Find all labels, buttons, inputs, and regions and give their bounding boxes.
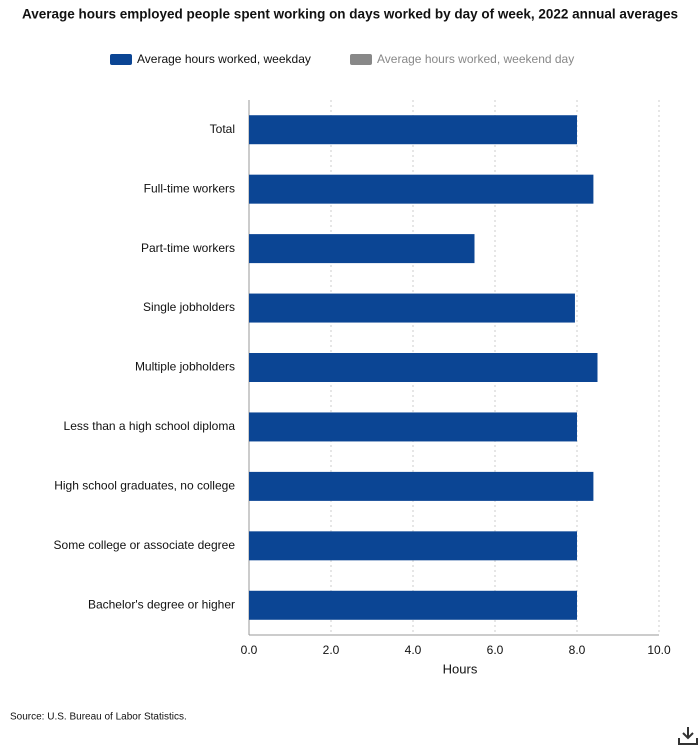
x-tick-label: 10.0 <box>647 643 671 657</box>
bar <box>249 353 598 382</box>
x-axis-label: Hours <box>443 661 478 676</box>
bar <box>249 531 577 561</box>
y-tick-label: Single jobholders <box>143 300 235 314</box>
bar <box>249 412 577 442</box>
x-tick-label: 6.0 <box>487 643 504 657</box>
download-icon[interactable] <box>678 727 698 745</box>
x-tick-label: 0.0 <box>241 643 258 657</box>
legend-swatch[interactable] <box>110 54 132 65</box>
bar <box>249 471 594 501</box>
y-tick-label: Some college or associate degree <box>54 538 236 552</box>
legend-label[interactable]: Average hours worked, weekday <box>137 52 311 66</box>
y-tick-label: Multiple jobholders <box>135 360 235 374</box>
bar <box>249 174 594 204</box>
bar <box>249 115 577 145</box>
x-tick-label: 4.0 <box>405 643 422 657</box>
y-tick-label: Less than a high school diploma <box>64 419 236 433</box>
chart-title: Average hours employed people spent work… <box>22 7 678 22</box>
bar <box>249 590 577 620</box>
y-tick-label: Bachelor's degree or higher <box>88 597 235 611</box>
legend-swatch[interactable] <box>350 54 372 65</box>
bar <box>249 234 475 264</box>
source: Source: U.S. Bureau of Labor Statistics. <box>10 712 187 723</box>
x-tick-label: 8.0 <box>569 643 586 657</box>
x-tick-label: 2.0 <box>323 643 340 657</box>
legend-label[interactable]: Average hours worked, weekend day <box>377 52 574 66</box>
bar <box>249 293 575 323</box>
y-tick-label: Full-time workers <box>144 181 235 195</box>
y-tick-label: High school graduates, no college <box>54 479 235 493</box>
y-tick-label: Part-time workers <box>141 241 235 255</box>
y-tick-label: Total <box>210 122 235 136</box>
